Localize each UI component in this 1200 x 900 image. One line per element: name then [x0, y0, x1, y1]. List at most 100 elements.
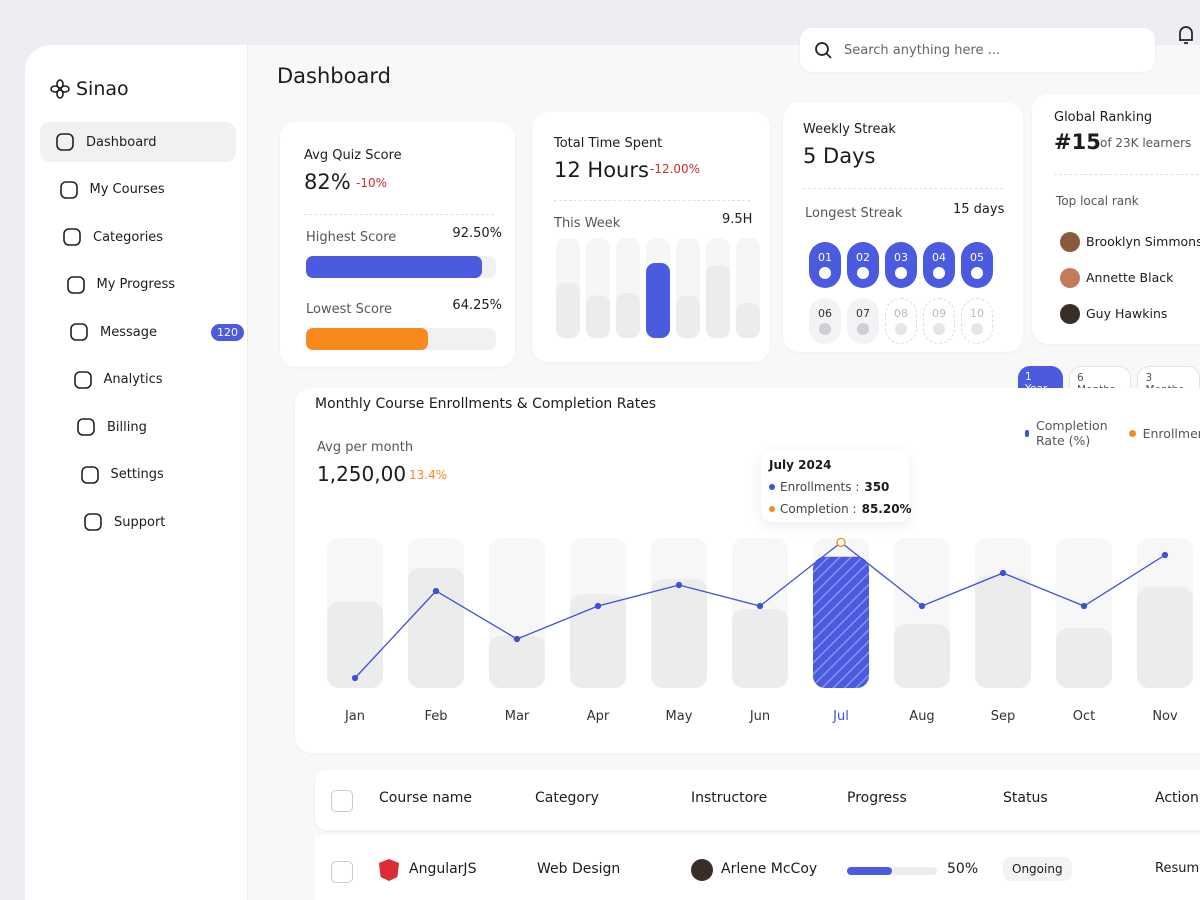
card-title: Weekly Streak — [803, 122, 896, 137]
nav-item[interactable]: My Courses — [44, 170, 240, 210]
brand-logo — [50, 79, 70, 99]
column-header[interactable]: Action — [1155, 790, 1199, 806]
status-chip: Ongoing — [1003, 857, 1072, 881]
score-track — [306, 328, 496, 350]
nav-item[interactable]: Support — [68, 502, 264, 542]
line-point — [1161, 551, 1169, 559]
tooltip-value: 85.20% — [861, 502, 912, 516]
x-tick-label: Jul — [832, 709, 849, 724]
avatar — [1060, 268, 1080, 288]
avatar — [1060, 232, 1080, 252]
day-check — [895, 323, 907, 335]
score-bar — [306, 328, 429, 350]
progress-bar — [847, 867, 892, 875]
nav-icon-shape — [84, 513, 102, 531]
nav-item[interactable]: Billing — [61, 407, 257, 447]
nav-item[interactable]: Categories — [47, 217, 243, 257]
nav-label: Categories — [93, 229, 164, 245]
nav-badge: 120 — [211, 323, 244, 341]
line-point — [351, 674, 359, 682]
line-point — [756, 602, 764, 610]
checkbox[interactable] — [331, 790, 353, 812]
nav-icon — [59, 180, 78, 199]
x-tick-label: Jun — [749, 709, 770, 724]
legend-item: Enrollments — [1128, 418, 1200, 448]
nav-item[interactable]: Dashboard — [40, 122, 236, 162]
nav-item[interactable]: Analytics — [58, 360, 254, 400]
course-icon — [379, 859, 399, 881]
x-tick-label: Jan — [344, 709, 365, 724]
learner-name: Brooklyn Simmons — [1086, 234, 1200, 249]
bar — [732, 609, 788, 688]
combo-chart: Jan Feb Mar Apr May Jun Jul Aug Sep Oct Nov — [327, 537, 1193, 724]
legend: Completion Rate (%) Enrollments — [1025, 418, 1200, 448]
line-point — [918, 602, 926, 610]
nav-item[interactable]: Settings — [65, 455, 261, 495]
score-value: 64.25% — [452, 298, 502, 313]
bar — [975, 575, 1031, 688]
x-tick-label: Mar — [505, 709, 530, 724]
card-change: -10% — [356, 176, 388, 190]
card-value: 5 Days — [803, 144, 876, 168]
rank-note: of 23K learners — [1100, 136, 1192, 150]
tooltip-dot — [769, 506, 775, 512]
legend-label: Completion Rate (%) — [1036, 418, 1108, 448]
nav-item[interactable]: Message 120 — [54, 312, 250, 352]
search-icon — [815, 42, 832, 59]
day-check — [933, 323, 945, 335]
day-check — [933, 267, 945, 279]
period-label: This Week — [554, 216, 621, 231]
card-title: Global Ranking — [1054, 110, 1153, 125]
column-header[interactable]: Instructore — [691, 790, 768, 806]
nav-icon-shape — [59, 180, 78, 199]
column-header[interactable]: Category — [535, 790, 599, 806]
progress-label: 50% — [947, 861, 979, 877]
bar — [646, 263, 670, 338]
legend-dot — [1128, 429, 1136, 437]
line-point — [432, 587, 440, 595]
column-header[interactable]: Progress — [847, 790, 907, 806]
nav-label: Dashboard — [86, 134, 157, 150]
checkbox[interactable] — [331, 861, 353, 883]
nav-label: My Courses — [89, 182, 165, 197]
x-tick-label: Apr — [587, 709, 610, 724]
bell-icon[interactable] — [1176, 24, 1196, 46]
card-value: 82% — [304, 170, 351, 194]
action-link[interactable]: Resume — [1155, 861, 1200, 876]
streak-day: 06 — [809, 298, 841, 344]
day-check — [895, 267, 907, 279]
nav-label: Message — [100, 324, 157, 340]
column-header[interactable]: Course name — [379, 790, 473, 806]
ranking-card: Global Ranking #15 of 23K learners Top loca… — [1032, 94, 1200, 344]
nav-item[interactable]: My Progress — [51, 265, 247, 305]
table-body: AngularJS Web Design Arlene McCoy 50% Ongoin… — [315, 835, 1200, 900]
learner-name: Guy Hawkins — [1086, 306, 1168, 321]
bar — [616, 293, 640, 338]
time-chart — [556, 238, 760, 338]
day-label: 05 — [970, 251, 984, 264]
day-label: 07 — [856, 307, 870, 320]
day-check — [819, 267, 831, 279]
page-title: Dashboard — [277, 64, 391, 88]
avg-value: 1,250,00 — [317, 462, 407, 486]
nav-label: Support — [114, 514, 166, 530]
day-label: 02 — [856, 251, 870, 264]
x-tick-label: Aug — [909, 709, 934, 724]
bar — [556, 283, 580, 338]
search-box[interactable]: Search anything here ... — [800, 28, 1155, 72]
day-check — [857, 323, 869, 335]
nav-icon — [77, 418, 95, 436]
course-name: AngularJS — [409, 861, 477, 877]
nav-icon — [84, 513, 102, 531]
divider — [803, 188, 1003, 189]
brand-name: Sinao — [76, 78, 129, 100]
score-value: 92.50% — [452, 226, 502, 241]
nav-label: Billing — [107, 419, 147, 435]
column-header[interactable]: Status — [1003, 790, 1048, 806]
tooltip-title: July 2024 — [769, 458, 832, 472]
avg-label: Avg per month — [317, 440, 414, 455]
legend-item: Completion Rate (%) — [1025, 418, 1111, 448]
brand: Sinao — [50, 78, 129, 100]
nav-icon-shape — [63, 228, 81, 246]
